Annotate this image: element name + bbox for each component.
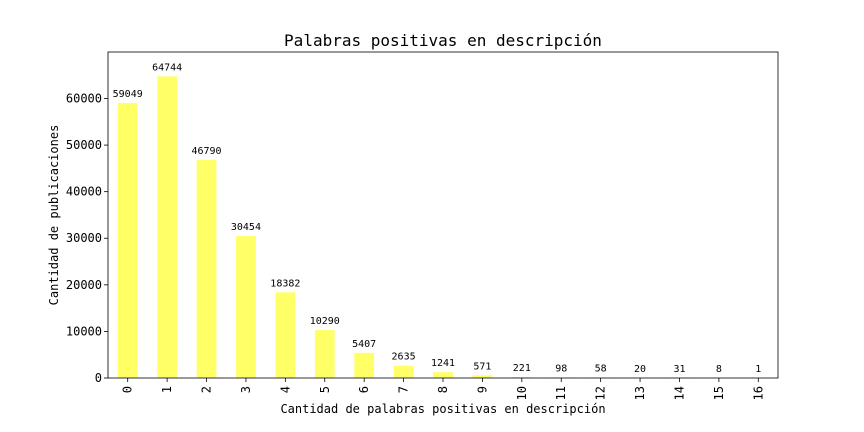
bar (314, 330, 335, 378)
x-tick-label: 1 (160, 386, 174, 393)
x-tick-label: 14 (672, 386, 686, 400)
bar (157, 76, 177, 378)
x-tick-label: 8 (436, 386, 450, 393)
x-tick-label: 5 (318, 386, 332, 393)
data-label: 31 (673, 364, 685, 375)
x-tick-label: 6 (357, 386, 371, 393)
y-axis-label: Cantidad de publicaciones (47, 125, 61, 306)
y-tick-label: 0 (95, 371, 102, 385)
plot-area: 5904906474414679023045431838241029055407… (66, 62, 769, 400)
x-tick-label: 7 (397, 386, 411, 393)
x-tick-label: 4 (278, 386, 292, 393)
y-tick-label: 10000 (66, 324, 102, 338)
data-label: 2635 (392, 352, 416, 363)
x-tick-label: 16 (751, 386, 765, 400)
data-label: 98 (555, 364, 567, 375)
data-label: 8 (716, 364, 722, 375)
y-tick-label: 20000 (66, 278, 102, 292)
x-axis-label: Cantidad de palabras positivas en descri… (280, 402, 605, 416)
y-tick-label: 40000 (66, 185, 102, 199)
x-tick-label: 2 (200, 386, 214, 393)
bar (236, 236, 256, 378)
bar (433, 372, 453, 378)
data-label: 571 (473, 361, 491, 372)
x-tick-label: 9 (475, 386, 489, 393)
chart-title: Palabras positivas en descripción (284, 31, 602, 50)
data-label: 58 (595, 364, 607, 375)
bar (511, 376, 532, 378)
bar (472, 375, 493, 378)
bar (393, 365, 414, 378)
x-tick-label: 3 (239, 386, 253, 393)
bar (117, 102, 138, 378)
y-tick-label: 50000 (66, 138, 102, 152)
y-tick-label: 60000 (66, 91, 102, 105)
data-label: 221 (513, 363, 531, 374)
bar (275, 292, 296, 378)
data-label: 59049 (113, 89, 143, 100)
x-tick-label: 13 (633, 386, 647, 400)
plot-frame (107, 51, 779, 379)
bar (196, 160, 217, 378)
x-tick-label: 15 (712, 386, 726, 400)
x-tick-label: 12 (594, 386, 608, 400)
bar (354, 352, 375, 378)
x-tick-label: 0 (121, 386, 135, 393)
data-label: 30454 (231, 222, 261, 233)
data-label: 5407 (352, 339, 376, 350)
data-label: 64744 (152, 62, 182, 73)
data-label: 1 (755, 364, 761, 375)
data-label: 10290 (310, 316, 340, 327)
data-label: 20 (634, 364, 646, 375)
data-label: 18382 (270, 278, 300, 289)
data-label: 46790 (191, 146, 221, 157)
x-tick-label: 11 (554, 386, 568, 400)
x-tick-label: 10 (515, 386, 529, 400)
data-label: 1241 (431, 358, 455, 369)
y-tick-label: 30000 (66, 231, 102, 245)
